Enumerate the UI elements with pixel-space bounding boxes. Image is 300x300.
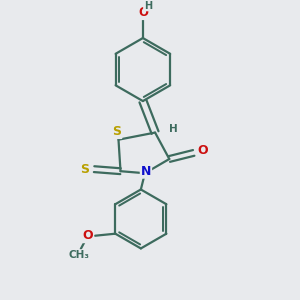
Text: O: O [82, 229, 93, 242]
Text: O: O [138, 6, 148, 19]
Text: O: O [197, 144, 208, 158]
Text: CH₃: CH₃ [68, 250, 89, 260]
Text: S: S [80, 163, 89, 176]
Text: S: S [112, 125, 122, 138]
Text: H: H [144, 1, 152, 10]
Text: H: H [169, 124, 178, 134]
Text: N: N [141, 165, 151, 178]
